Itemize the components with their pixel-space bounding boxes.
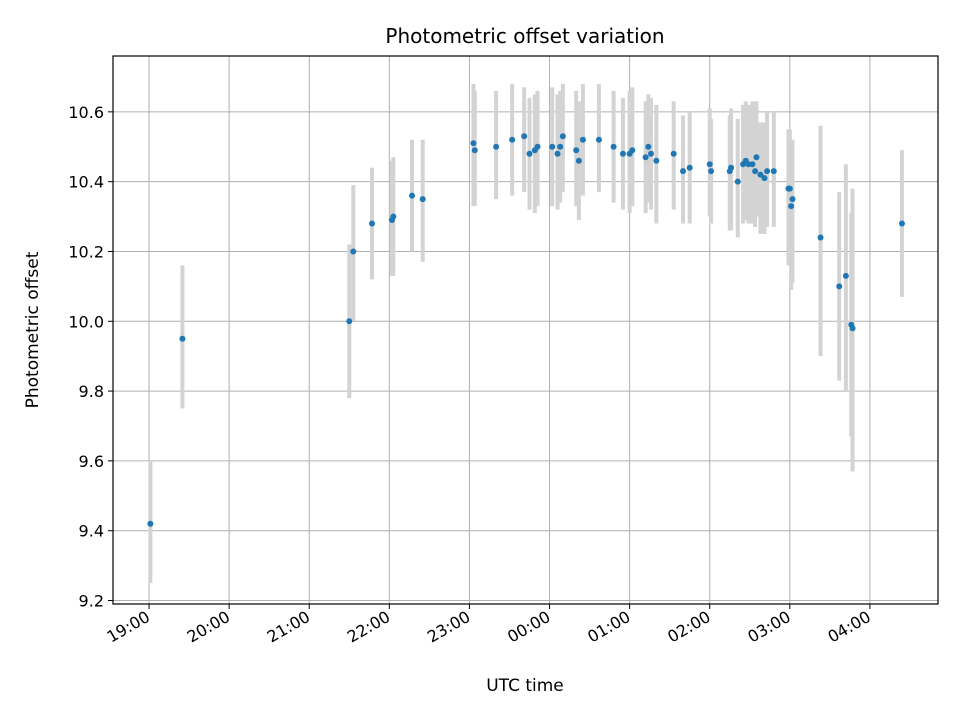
data-point	[346, 318, 353, 325]
data-point	[557, 143, 564, 150]
y-tick-labels: 9.2 9.4 9.6 9.8 10.0 10.2 10.4 10.6	[68, 103, 104, 611]
data-point	[579, 136, 586, 143]
data-point	[419, 196, 426, 203]
grid-lines	[113, 56, 938, 604]
data-point	[368, 220, 375, 227]
data-point	[610, 143, 617, 150]
data-point	[619, 150, 626, 157]
x-axis-label: UTC time	[486, 676, 564, 696]
data-point	[471, 147, 478, 154]
data-point	[554, 150, 561, 157]
data-point	[734, 178, 741, 185]
data-point	[509, 136, 516, 143]
data-point	[645, 143, 652, 150]
data-point	[753, 154, 760, 161]
data-point	[521, 133, 528, 140]
data-point	[526, 150, 533, 157]
data-point	[493, 143, 500, 150]
chart-title: Photometric offset variation	[385, 24, 664, 48]
data-point	[764, 168, 771, 175]
data-point	[534, 143, 541, 150]
data-point	[629, 147, 636, 154]
y-tick-label: 10.2	[68, 242, 104, 261]
y-tick-label: 9.8	[79, 382, 104, 401]
data-point	[409, 192, 416, 199]
data-point	[653, 157, 660, 164]
data-point	[770, 168, 777, 175]
data-point	[706, 161, 713, 168]
data-point	[575, 157, 582, 164]
y-tick-label: 9.4	[79, 522, 104, 541]
data-point	[390, 213, 397, 220]
data-point	[728, 164, 735, 171]
data-point	[836, 283, 843, 290]
data-point	[788, 203, 795, 210]
data-point	[761, 175, 768, 182]
y-tick-label: 9.6	[79, 452, 104, 471]
data-point	[757, 171, 764, 178]
plot-frame	[112, 55, 939, 605]
data-point	[549, 143, 556, 150]
data-point	[849, 325, 856, 332]
data-point	[573, 147, 580, 154]
data-point	[708, 168, 715, 175]
data-point	[147, 520, 154, 527]
data-point	[179, 335, 186, 342]
data-point	[749, 161, 756, 168]
axis-ticks	[108, 111, 871, 609]
data-point	[842, 272, 849, 279]
data-point	[642, 154, 649, 161]
y-tick-label: 10.4	[68, 173, 104, 192]
data-point	[686, 164, 693, 171]
y-tick-label: 9.2	[79, 592, 104, 611]
y-axis-label: Photometric offset	[23, 251, 43, 408]
data-point	[470, 140, 477, 147]
data-point	[817, 234, 824, 241]
data-point	[680, 168, 687, 175]
data-point	[647, 150, 654, 157]
data-point	[595, 136, 602, 143]
y-tick-label: 10.6	[68, 103, 104, 122]
data-point	[559, 133, 566, 140]
data-point	[789, 196, 796, 203]
data-point	[670, 150, 677, 157]
data-point	[786, 185, 793, 192]
data-points	[147, 133, 905, 527]
y-tick-label: 10.0	[68, 312, 104, 331]
data-point	[752, 168, 759, 175]
data-point	[898, 220, 905, 227]
data-point	[350, 248, 357, 255]
